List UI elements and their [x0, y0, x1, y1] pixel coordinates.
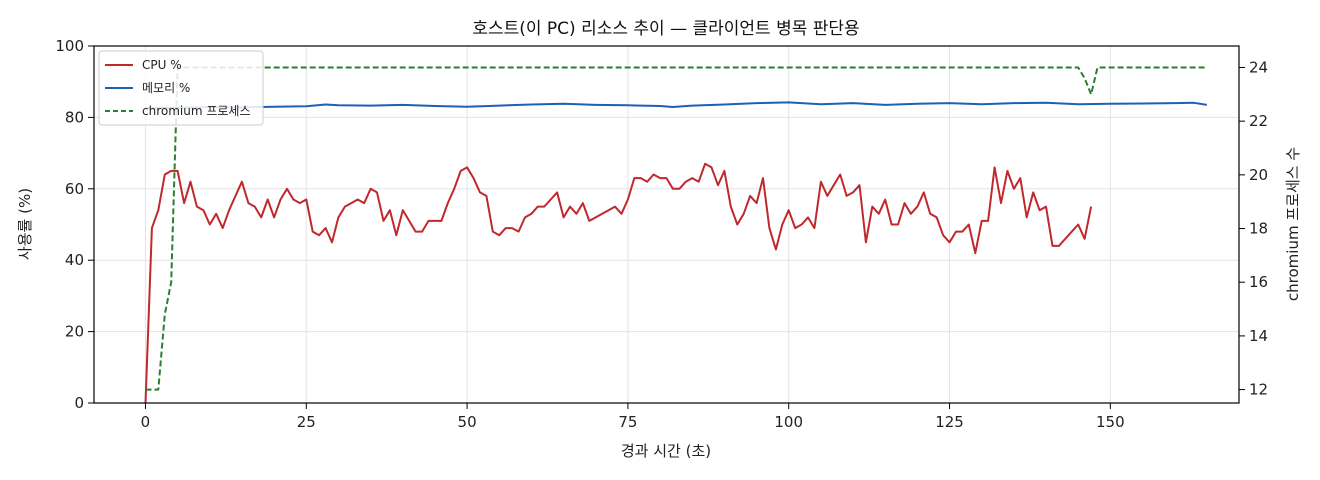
y-tick-label: 80 [65, 108, 84, 126]
y-axis-left-label: 사용률 (%) [16, 188, 34, 260]
y-tick-label: 100 [55, 37, 84, 55]
y-axis-right-label: chromium 프로세스 수 [1284, 147, 1302, 301]
legend-label: chromium 프로세스 [142, 104, 251, 118]
x-tick-label: 125 [935, 413, 964, 431]
grid [94, 45, 1239, 404]
chart-title: 호스트(이 PC) 리소스 추이 — 클라이언트 병목 판단용 [472, 19, 859, 39]
x-tick-label: 75 [618, 413, 637, 431]
y2-tick-label: 14 [1249, 327, 1268, 345]
legend-label: CPU % [142, 58, 182, 72]
x-tick-label: 25 [297, 413, 316, 431]
y2-tick-label: 20 [1249, 166, 1268, 184]
x-tick-label: 0 [141, 413, 151, 431]
legend-label: 메모리 % [142, 81, 190, 95]
legend-box [98, 50, 264, 126]
x-axis-ticks: 0 25 50 75 100 125 150 [141, 403, 1125, 431]
y-tick-label: 60 [65, 180, 84, 198]
y2-tick-label: 16 [1249, 273, 1268, 291]
plot-frame [93, 45, 1240, 404]
x-tick-label: 100 [774, 413, 803, 431]
x-axis-label: 경과 시간 (초) [621, 442, 711, 460]
x-tick-label: 150 [1096, 413, 1125, 431]
y-tick-label: 40 [65, 251, 84, 269]
y-axis-left-ticks: 0 20 40 60 80 100 [55, 37, 94, 412]
y2-tick-label: 22 [1249, 112, 1268, 130]
x-tick-label: 50 [458, 413, 477, 431]
y-axis-right-ticks: 12 14 16 18 20 22 24 [1239, 58, 1268, 399]
series-line-2 [145, 66, 1207, 391]
legend: CPU % 메모리 % chromium 프로세스 [98, 50, 264, 126]
y2-tick-label: 18 [1249, 220, 1268, 238]
y-tick-label: 0 [74, 394, 84, 412]
series-line-1 [145, 101, 1207, 110]
y2-tick-label: 24 [1249, 58, 1268, 76]
series-line-0 [144, 162, 1093, 403]
y-tick-label: 20 [65, 323, 84, 341]
y2-tick-label: 12 [1249, 381, 1268, 399]
